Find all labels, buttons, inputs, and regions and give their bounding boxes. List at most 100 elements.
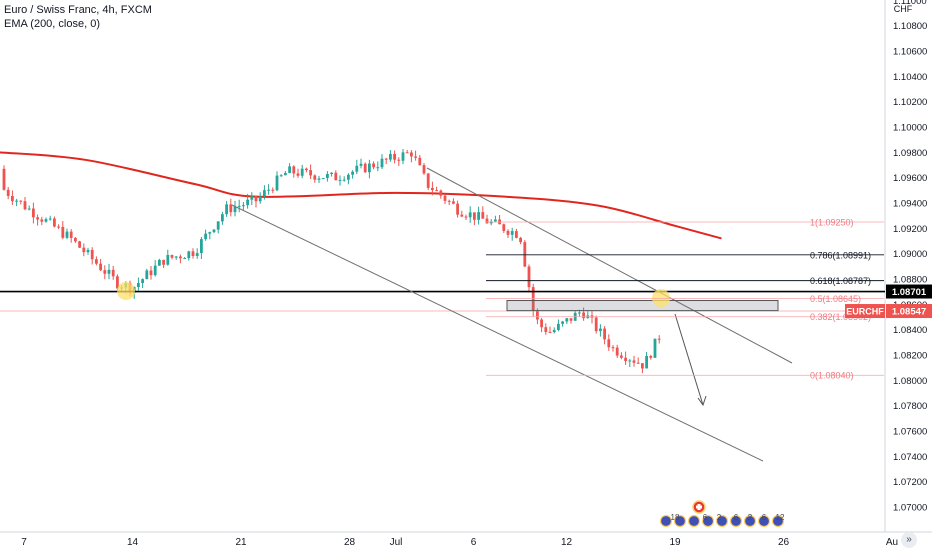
y-tick-label: 1.09600 — [893, 173, 927, 184]
y-tick-label: 1.10000 — [893, 123, 927, 134]
candle-body — [61, 226, 65, 238]
candle-body — [460, 214, 464, 217]
candle-body — [267, 189, 270, 191]
candle-body — [431, 187, 434, 191]
candle-body — [313, 175, 317, 180]
candle-body — [145, 270, 149, 280]
candle-body — [15, 200, 18, 202]
candle-body — [338, 179, 342, 181]
x-tick-label: 21 — [235, 537, 247, 548]
candle-body — [208, 232, 212, 234]
scroll-to-realtime-button[interactable]: » — [901, 532, 917, 548]
candle-body — [523, 242, 527, 267]
event-count-badge: 2 — [748, 513, 753, 522]
symbol-title[interactable]: Euro / Swiss Franc, 4h, FXCM — [4, 4, 152, 16]
candle-body — [279, 175, 283, 177]
candle-body — [65, 231, 69, 238]
candle-body — [292, 166, 296, 174]
candle-body — [263, 190, 266, 197]
event-flag-icon — [757, 514, 771, 528]
candle-body — [464, 216, 468, 218]
candle-body — [351, 171, 354, 175]
candle-body — [422, 165, 426, 174]
drawings-layer — [0, 167, 885, 462]
candle-body — [456, 203, 459, 215]
x-tick-label: Jul — [390, 537, 403, 548]
events-layer[interactable]: 18 6 2 6 2 6 12 — [659, 500, 785, 528]
channel-upper-line — [426, 167, 793, 364]
y-tick-label: 1.08400 — [893, 325, 927, 336]
event-count-badge: 6 — [703, 513, 708, 522]
fib-level-label: 0.786(1.08991) — [810, 250, 871, 260]
candle-body — [494, 219, 497, 222]
candle-body — [515, 231, 518, 238]
candle-body — [187, 251, 191, 259]
candle-body — [153, 265, 157, 276]
candle-body — [426, 173, 430, 188]
candle-body — [57, 226, 60, 228]
candle-body — [347, 174, 350, 180]
x-tick-label: 19 — [669, 537, 681, 548]
candle-body — [481, 212, 485, 219]
candle-body — [510, 231, 514, 235]
candle-body — [166, 254, 170, 265]
symbol-tag — [845, 304, 885, 319]
candle-body — [384, 158, 388, 160]
candle-body — [271, 189, 275, 191]
candle-body — [11, 195, 14, 202]
candle-body — [376, 167, 380, 169]
ema-200-line — [0, 151, 722, 240]
y-tick-label: 1.07600 — [893, 426, 927, 437]
candle-body — [23, 201, 27, 210]
candle-body — [363, 163, 367, 173]
y-tick-label: 1.08200 — [893, 350, 927, 361]
candle-body — [342, 179, 346, 181]
candle-body — [334, 172, 338, 181]
indicator-title[interactable]: EMA (200, close, 0) — [4, 18, 100, 30]
candle-body — [628, 360, 632, 362]
candle-body — [401, 152, 405, 161]
candle-body — [111, 269, 115, 277]
supply-zone-box — [506, 300, 779, 312]
candle-body — [552, 329, 556, 333]
candle-body — [246, 199, 249, 206]
candle-body — [86, 249, 90, 253]
time-axis[interactable]: 7 14 21 28 Jul 6 12 19 26 Au — [21, 537, 898, 548]
event-count-badge: 18 — [671, 513, 680, 522]
candle-body — [653, 338, 657, 358]
candle-body — [233, 206, 237, 213]
candle-body — [44, 219, 48, 222]
x-tick-label: 14 — [127, 537, 139, 548]
last-price-text: 1.08547 — [892, 307, 926, 318]
candle-body — [137, 283, 140, 287]
event-count-badge: 2 — [717, 513, 722, 522]
swiss-flag-cross-h — [696, 505, 702, 509]
candle-body — [200, 239, 203, 254]
candle-body — [74, 237, 77, 242]
candle-body — [309, 170, 312, 176]
projection-arrow-line — [674, 313, 704, 406]
candle-body — [435, 190, 438, 192]
candle-body — [90, 249, 94, 260]
projection-arrow-head — [697, 395, 707, 407]
x-tick-label: 6 — [471, 537, 477, 548]
candle-body — [326, 174, 329, 179]
candle-body — [69, 231, 73, 238]
candle-body — [317, 178, 321, 180]
event-count-badge: 12 — [776, 513, 785, 522]
candle-body — [174, 256, 178, 258]
fibonacci-layer: 1(1.09250) 0.786(1.08991) 0.618(1.08787) 0.… — [486, 217, 884, 381]
y-tick-label: 1.07200 — [893, 477, 927, 488]
y-tick-label: 1.11000 — [893, 0, 927, 7]
candle-body — [439, 190, 443, 196]
candle-body — [355, 165, 359, 172]
event-flag-icon — [687, 514, 701, 528]
candle-body — [170, 254, 174, 258]
event-flag-icon — [771, 514, 785, 528]
candle-body — [620, 355, 623, 358]
x-tick-label: 12 — [561, 537, 573, 548]
candle-body — [477, 212, 480, 220]
candle-body — [225, 204, 228, 215]
